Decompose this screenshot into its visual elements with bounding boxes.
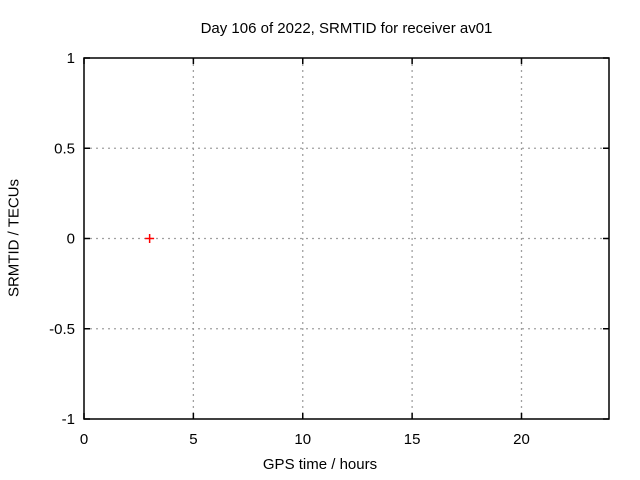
x-tick-label: 20 [513,431,530,448]
plot-border [83,57,610,420]
x-tick-label: 5 [189,431,197,448]
chart-title: Day 106 of 2022, SRMTID for receiver av0… [200,20,493,37]
x-tick-label: 10 [294,431,311,448]
y-tick-label: -0.5 [49,321,75,338]
x-axis-label: GPS time / hours [262,456,378,473]
y-tick-label: 1 [67,50,75,67]
x-tick-label: 0 [80,431,88,448]
y-tick-label: 0.5 [54,140,75,157]
y-tick-label: -1 [62,411,75,428]
y-tick-label: 0 [67,231,75,248]
y-axis-label-text: SRMTID / TECUs [5,178,23,298]
x-tick-label: 15 [404,431,421,448]
